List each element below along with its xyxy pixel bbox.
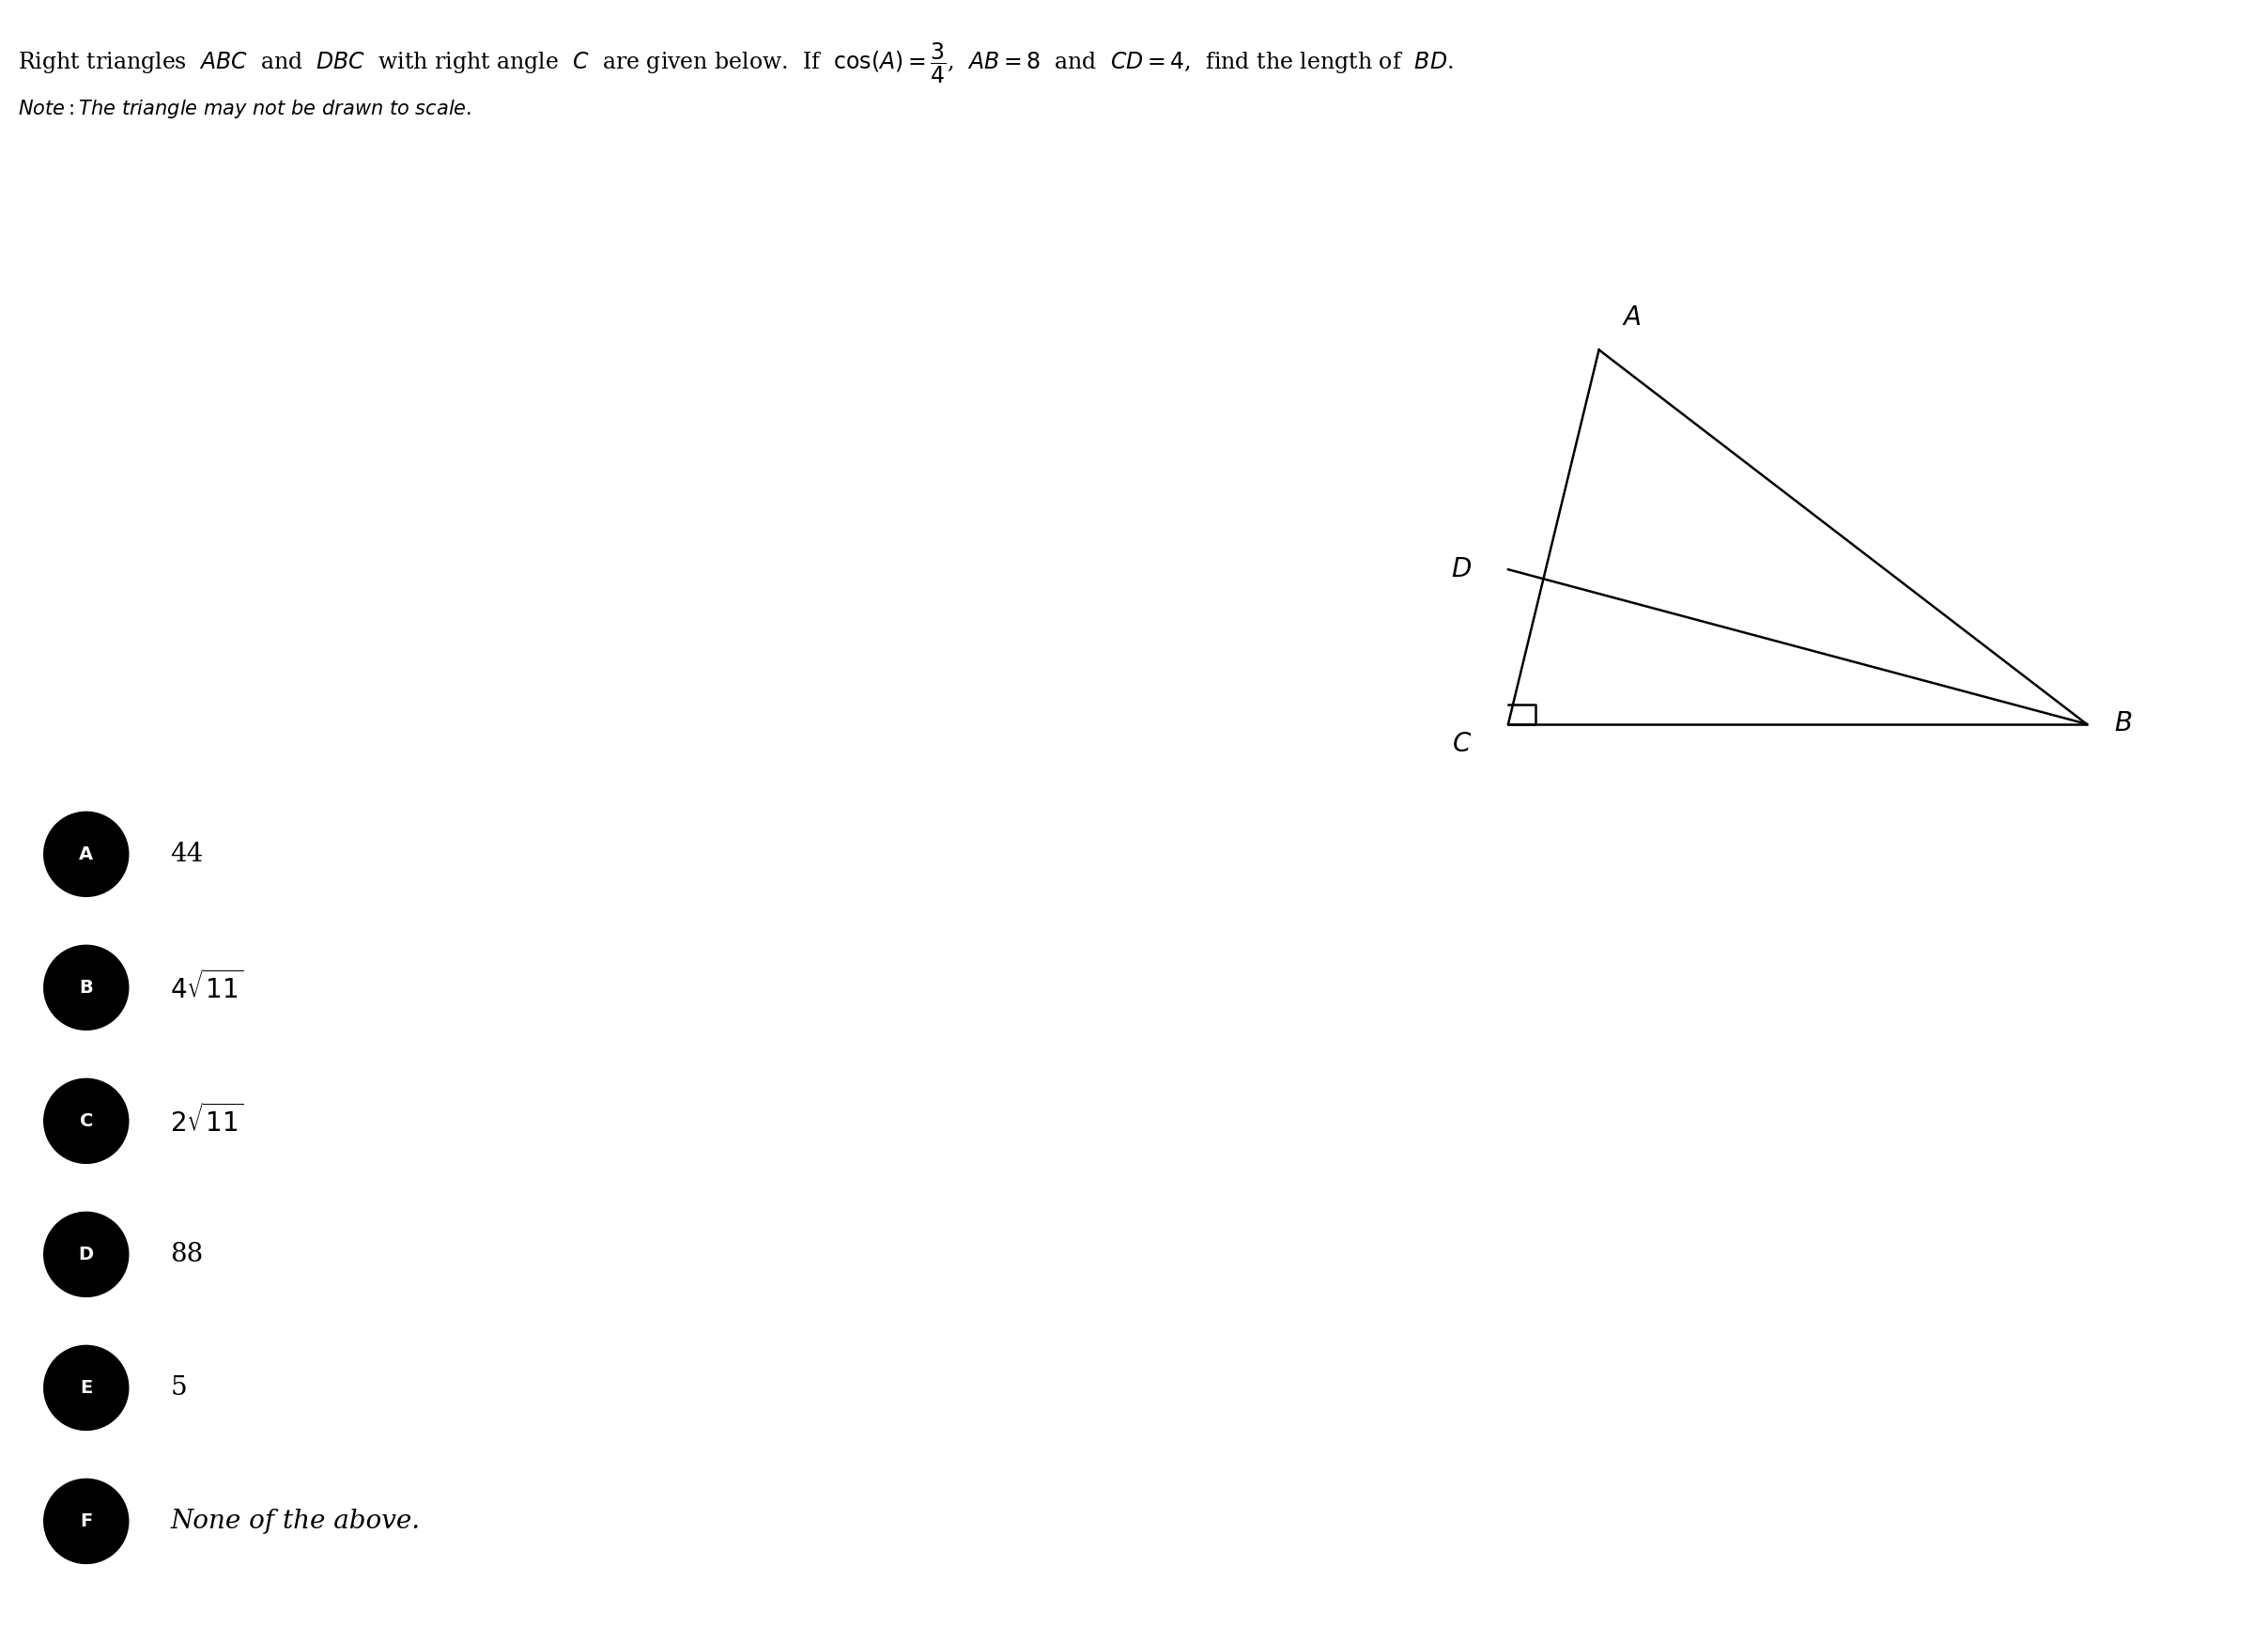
Text: $C$: $C$ <box>1452 732 1472 758</box>
Text: $B$: $B$ <box>2114 711 2132 737</box>
Text: B: B <box>79 979 93 996</box>
Text: $D$: $D$ <box>1452 556 1472 582</box>
Text: 5: 5 <box>170 1375 186 1401</box>
Text: E: E <box>79 1380 93 1396</box>
Ellipse shape <box>43 1346 129 1430</box>
Text: $4\sqrt{11}$: $4\sqrt{11}$ <box>170 971 243 1004</box>
Text: C: C <box>79 1113 93 1129</box>
Ellipse shape <box>43 1079 129 1163</box>
Text: $2\sqrt{11}$: $2\sqrt{11}$ <box>170 1105 243 1137</box>
Text: Right triangles  $\mathit{ABC}$  and  $\mathit{DBC}$  with right angle  $\mathit: Right triangles $\mathit{ABC}$ and $\mat… <box>18 41 1454 85</box>
Text: D: D <box>79 1246 93 1263</box>
Ellipse shape <box>43 1212 129 1297</box>
Ellipse shape <box>43 945 129 1030</box>
Text: A: A <box>79 846 93 862</box>
Text: 88: 88 <box>170 1241 204 1267</box>
Text: $\it{Note: The\ triangle\ may\ not\ be\ drawn\ to\ scale.}$: $\it{Note: The\ triangle\ may\ not\ be\ … <box>18 98 472 120</box>
Text: 44: 44 <box>170 841 204 867</box>
Text: None of the above.: None of the above. <box>170 1508 420 1534</box>
Text: $A$: $A$ <box>1622 304 1642 330</box>
Ellipse shape <box>43 812 129 896</box>
Ellipse shape <box>43 1479 129 1564</box>
Text: F: F <box>79 1513 93 1529</box>
